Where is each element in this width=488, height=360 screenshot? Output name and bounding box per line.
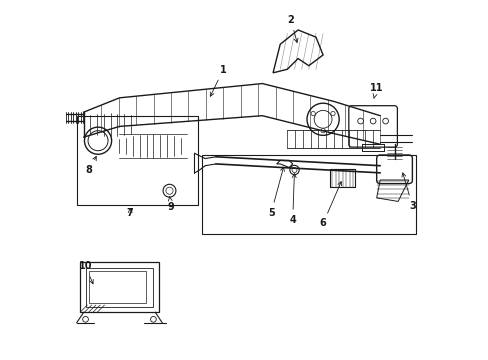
Bar: [89, 271, 146, 303]
Text: 6: 6: [319, 181, 341, 229]
Bar: [80, 262, 159, 312]
Text: 8: 8: [85, 157, 96, 175]
Text: 2: 2: [287, 15, 297, 42]
Text: 10: 10: [79, 261, 93, 284]
Bar: [77, 116, 198, 205]
Bar: [201, 155, 415, 234]
Circle shape: [310, 111, 315, 116]
Bar: [85, 267, 153, 307]
Text: 5: 5: [267, 167, 284, 218]
Text: 3: 3: [401, 173, 415, 211]
Circle shape: [320, 129, 325, 133]
Circle shape: [330, 111, 334, 116]
Text: 11: 11: [369, 83, 383, 98]
Text: 4: 4: [289, 174, 296, 225]
Text: 7: 7: [126, 208, 133, 218]
Text: 1: 1: [210, 65, 226, 96]
Text: 9: 9: [167, 197, 174, 212]
